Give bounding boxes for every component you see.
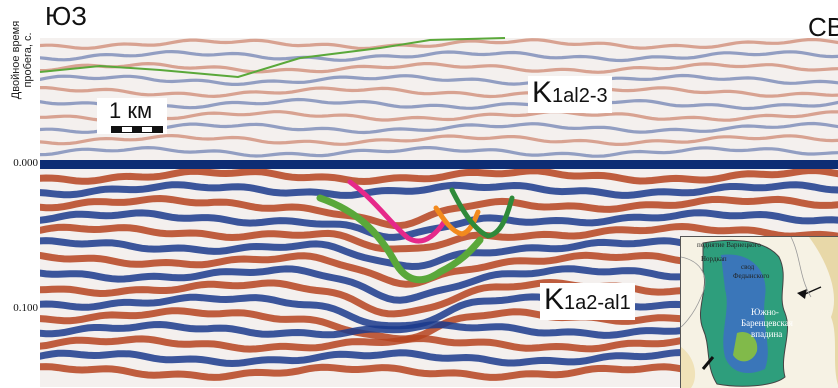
interpretation-darkgreen-curve: [449, 187, 515, 239]
datum-line: [40, 160, 838, 169]
inset-label-svod: свод: [741, 263, 755, 271]
y-axis-title-line1: Двойное время: [10, 20, 22, 100]
inset-label-south: Южно-: [751, 307, 779, 317]
seismic-reflector: [40, 133, 838, 146]
inset-label-fedynsky: Федынского: [733, 272, 770, 280]
interpretation-green-curve: [316, 194, 484, 284]
inset-label-uplift: поднятие Варнецкого: [697, 241, 761, 249]
inset-land-area: [809, 237, 838, 385]
inset-map-graphic: [681, 237, 838, 388]
seismic-reflector: [40, 38, 838, 51]
inset-location-map: поднятие Варнецкого Нордкап свод Федынск…: [680, 236, 838, 388]
inset-profile-line: [701, 356, 715, 370]
scale-bar-label: 1 км: [109, 98, 153, 123]
formation-lower-sub: 1a2-al1: [564, 292, 631, 314]
formation-label-lower: K1a2-al1: [540, 283, 635, 320]
y-tick-label: 0.100: [13, 302, 38, 314]
inset-label-barents: Баренцевская: [741, 318, 793, 328]
y-axis-title: Двойное время пробега, с.: [10, 5, 34, 115]
seismic-reflector: [40, 145, 838, 158]
seismic-reflector: [40, 181, 838, 199]
seismic-reflector: [40, 73, 838, 86]
seismic-reflector: [40, 49, 838, 63]
formation-label-upper: K1al2-3: [528, 76, 612, 113]
seismic-reflector: [40, 121, 838, 135]
formation-upper-sub: 1al2-3: [552, 85, 608, 107]
seismic-reflector: [40, 86, 838, 99]
formation-upper-base: K: [532, 76, 553, 109]
seismic-reflector: [40, 166, 838, 186]
inset-arrow-icon: [797, 289, 807, 299]
seismic-reflector: [40, 222, 838, 253]
scale-bar-segments: [111, 126, 163, 133]
inset-label-nordkap: Нордкап: [701, 255, 727, 263]
inset-coast: [681, 347, 696, 388]
inset-shallow-zone: [733, 331, 758, 362]
y-tick-label: 0.000: [13, 157, 38, 169]
direction-label-right: СВ: [808, 12, 838, 42]
formation-lower-base: K: [544, 283, 565, 316]
scale-bar: 1 км: [97, 98, 167, 134]
interpretation-orange-curve: [433, 205, 481, 237]
y-axis-title-line2: пробега, с.: [22, 32, 34, 88]
inset-label-depression: впадина: [751, 329, 783, 339]
seismic-reflector: [40, 61, 838, 74]
horizon-top-line: [39, 37, 506, 79]
seismic-reflector: [40, 97, 838, 111]
seismic-reflector: [40, 109, 838, 123]
interpretation-magenta-curve: [347, 179, 447, 244]
direction-label-left: ЮЗ: [45, 1, 87, 31]
